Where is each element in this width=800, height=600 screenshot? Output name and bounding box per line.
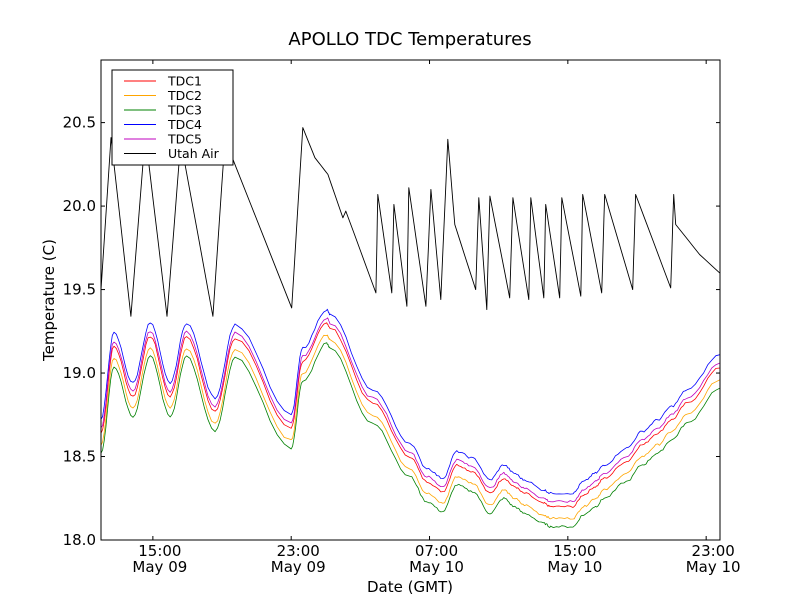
x-tick-label-time: 15:00: [553, 542, 596, 560]
chart-title: APOLLO TDC Temperatures: [288, 29, 531, 50]
legend-label: TDC5: [167, 132, 202, 147]
legend-label: TDC3: [167, 103, 202, 118]
series-line-tdc4: [101, 308, 720, 495]
y-tick-label: 19.5: [63, 281, 96, 299]
y-axis: 18.0 18.5 19.0 19.5 20.0 20.5: [63, 114, 720, 549]
series-line-tdc3: [101, 342, 720, 528]
x-tick-label-date: May 10: [547, 558, 602, 576]
x-tick-label-date: May 09: [271, 558, 326, 576]
y-tick-label: 20.0: [63, 197, 96, 215]
series-layer: [101, 127, 720, 528]
x-tick-label-time: 15:00: [138, 542, 181, 560]
series-line-tdc1: [101, 322, 720, 508]
legend-box: [111, 69, 234, 166]
plot-frame: [100, 59, 721, 541]
x-tick-label-date: May 10: [686, 558, 741, 576]
legend-label: Utah Air: [168, 146, 220, 161]
legend-label: TDC2: [167, 88, 202, 103]
x-tick-label-time: 23:00: [692, 542, 735, 560]
x-tick-label-date: May 09: [132, 558, 187, 576]
series-line-tdc5: [101, 317, 720, 503]
x-axis-label: Date (GMT): [367, 578, 453, 596]
legend-label: TDC1: [167, 74, 202, 89]
x-tick-label-date: May 10: [409, 558, 464, 576]
legend-label: TDC4: [167, 117, 202, 132]
x-tick-label-time: 07:00: [415, 542, 458, 560]
series-line-utah-air: [101, 127, 720, 317]
y-tick-label: 18.5: [63, 448, 96, 466]
y-tick-label: 18.0: [63, 531, 96, 549]
y-axis-label: Temperature (C): [40, 239, 58, 362]
series-line-tdc2: [101, 334, 720, 520]
y-tick-label: 20.5: [63, 114, 96, 132]
y-tick-label: 19.0: [63, 364, 96, 382]
x-tick-label-time: 23:00: [277, 542, 320, 560]
